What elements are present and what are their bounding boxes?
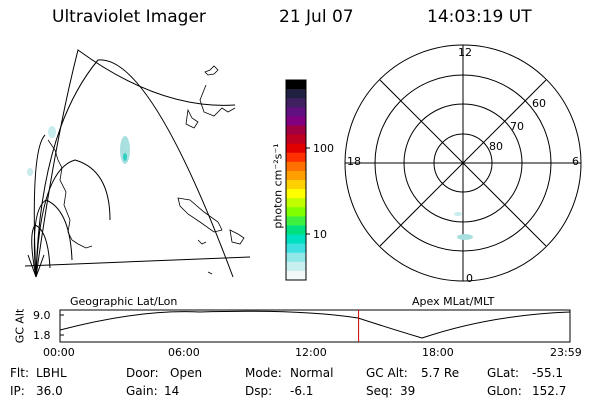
colorbar-cell [286, 116, 306, 127]
colorbar-cell [286, 234, 306, 245]
mlt-line [379, 79, 547, 247]
dsp-label: Dsp: [245, 384, 273, 398]
aurora-emission [120, 136, 130, 164]
meridian-arc [35, 49, 236, 278]
colorbar-cell [286, 107, 306, 117]
parallel-arc [35, 159, 111, 278]
colorbar-cell [286, 216, 306, 227]
mlt-label-0: 0 [466, 272, 473, 285]
date-label: 21 Jul 07 [279, 7, 354, 27]
colorbar-cell [286, 143, 306, 154]
seq-label: Seq: [366, 384, 393, 398]
instrument-title: Ultraviolet Imager [52, 7, 206, 27]
colorbar-tick: 100 [313, 142, 334, 155]
colorbar-cell [286, 80, 306, 90]
gcalt-value: 5.7 Re [421, 366, 460, 380]
colorbar-cell [286, 270, 306, 281]
time-label: 14:03:19 UT [427, 7, 532, 27]
mlt-label-12: 12 [458, 46, 472, 59]
colorbar-cell [286, 225, 306, 236]
mlt-label-18: 18 [347, 155, 361, 168]
aurora-emission [27, 168, 33, 176]
mlt-label-6: 6 [572, 155, 579, 168]
colorbar [285, 79, 310, 281]
parallel-arc [31, 224, 51, 278]
gain-label: Gain: [126, 384, 158, 398]
aurora-emission [48, 126, 56, 138]
mode-value: Normal [290, 366, 334, 380]
altitude-curve [59, 310, 571, 339]
geographic-label: Geographic Lat/Lon [70, 295, 178, 308]
colorbar-label: photon cm⁻²s⁻¹ [271, 143, 285, 229]
aurora-emission [457, 234, 473, 240]
colorbar-cell [286, 134, 306, 145]
aurora-emission [454, 212, 462, 216]
altitude-ylabel: GC Alt [13, 308, 27, 344]
altitude-xtick: 00:00 [43, 346, 75, 359]
coastline [185, 108, 199, 129]
dsp-value: -6.1 [290, 384, 314, 398]
colorbar-cell [286, 161, 306, 172]
colorbar-cell [286, 198, 306, 208]
colorbar-cell [286, 98, 306, 108]
door-label: Door: [126, 366, 159, 380]
mlat-label-70: 70 [510, 120, 524, 133]
meridian-arc [35, 59, 234, 278]
seq-value: 39 [400, 384, 416, 398]
apex-label: Apex MLat/MLT [412, 295, 495, 308]
horizon-line [25, 256, 250, 267]
colorbar-tick: 10 [313, 228, 327, 241]
coastline [199, 84, 236, 117]
colorbar-cell [286, 180, 306, 190]
coastline [197, 239, 207, 245]
colorbar-cell [286, 125, 306, 136]
coastline [177, 197, 223, 233]
mode-label: Mode: [245, 366, 282, 380]
ip-value: 36.0 [36, 384, 63, 398]
coastline [207, 271, 213, 275]
door-value: Open [170, 366, 203, 380]
colorbar-cell [286, 252, 306, 263]
colorbar-cell [286, 261, 306, 272]
colorbar-cell [286, 189, 306, 199]
polar-map [344, 44, 582, 282]
filter-label: Flt: [10, 366, 29, 380]
colorbar-cell [286, 207, 306, 217]
glon-value: 152.7 [532, 384, 567, 398]
colorbar-cell [286, 170, 306, 181]
mlat-label-80: 80 [489, 140, 503, 153]
altitude-plot [59, 309, 571, 343]
meridian-arc [33, 134, 46, 278]
altitude-ytick: 9.0 [33, 309, 51, 322]
altitude-ytick: 1.8 [33, 329, 51, 342]
glat-label: GLat: [487, 366, 520, 380]
aurora-emission [123, 153, 127, 161]
glat-value: -55.1 [532, 366, 564, 380]
colorbar-cell [286, 152, 306, 163]
mlat-label-60: 60 [532, 97, 546, 110]
coastline [204, 65, 219, 76]
coastline [47, 139, 79, 245]
altitude-xtick: 06:00 [168, 346, 200, 359]
glon-label: GLon: [487, 384, 522, 398]
coastline [77, 243, 93, 249]
geographic-map [25, 49, 250, 278]
filter-value: LBHL [36, 366, 67, 380]
altitude-xtick: 18:00 [422, 346, 454, 359]
coastline [229, 229, 245, 245]
altitude-xtick: 12:00 [295, 346, 327, 359]
colorbar-cell [286, 89, 306, 99]
ip-label: IP: [10, 384, 25, 398]
gain-value: 14 [164, 384, 180, 398]
gcalt-label: GC Alt: [366, 366, 408, 380]
altitude-xtick: 23:59 [550, 346, 582, 359]
colorbar-cell [286, 243, 306, 254]
